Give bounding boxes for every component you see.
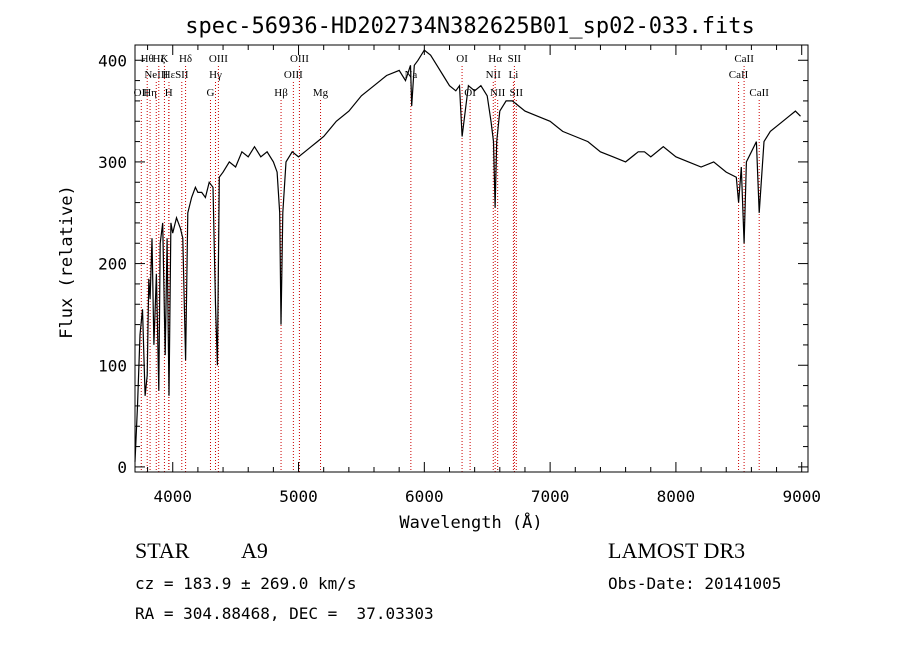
spectral-line-markers: OIIHθHηNeIIIHζKHεHSIIHδGHγOIIIHβOIIIOIII…	[134, 53, 769, 472]
marker-label: Li	[508, 69, 518, 81]
y-axis-label: Flux (relative)	[57, 185, 77, 339]
marker-label: NII	[486, 69, 502, 81]
object-class: STAR	[135, 538, 190, 563]
y-tick-label: 100	[98, 356, 127, 375]
x-tick-label: 6000	[405, 487, 444, 506]
redshift-cz: cz = 183.9 ± 269.0 km/s	[135, 574, 357, 593]
spectrum-line	[134, 49, 801, 462]
marker-label: CaII	[729, 69, 749, 81]
y-tick-label: 400	[98, 51, 127, 70]
marker-label: K	[160, 53, 168, 65]
marker-label: SII	[175, 69, 189, 81]
x-tick-label: 9000	[782, 487, 821, 506]
marker-label: OIII	[290, 53, 309, 65]
plot-frame	[134, 44, 809, 473]
marker-label: CaII	[749, 87, 769, 99]
marker-label: OIII	[284, 69, 303, 81]
x-tick-label: 7000	[531, 487, 570, 506]
marker-label: H	[165, 87, 173, 99]
marker-label: OI	[464, 87, 476, 99]
coordinates: RA = 304.88468, DEC = 37.03303	[135, 604, 434, 623]
marker-label: NII	[490, 87, 506, 99]
marker-label: Hβ	[274, 87, 288, 99]
marker-label: G	[207, 87, 215, 99]
marker-label: Hδ	[179, 53, 192, 65]
marker-label: SII	[510, 87, 524, 99]
marker-label: Hθ	[141, 53, 154, 65]
chart-title: spec-56936-HD202734N382625B01_sp02-033.f…	[185, 14, 755, 39]
marker-label: Mg	[313, 87, 329, 99]
x-axis-label: Wavelength (Å)	[399, 511, 542, 533]
x-tick-label: 8000	[657, 487, 696, 506]
marker-label: SII	[508, 53, 522, 65]
y-tick-label: 200	[98, 255, 127, 274]
survey-label: LAMOST DR3	[608, 538, 746, 563]
marker-label: Hγ	[209, 69, 222, 81]
observation-date: Obs-Date: 20141005	[608, 574, 782, 593]
marker-label: Hε	[163, 69, 176, 81]
marker-label: Hζ	[153, 53, 166, 65]
y-axis: 0 100 200 300 400	[98, 51, 808, 477]
y-tick-label: 0	[117, 458, 127, 477]
marker-label: Hα	[488, 53, 502, 65]
marker-label: NeIII	[144, 69, 168, 81]
marker-label: OI	[456, 53, 468, 65]
object-subclass: A9	[241, 538, 268, 563]
marker-label: OIII	[209, 53, 228, 65]
marker-label: Hη	[143, 87, 157, 99]
x-tick-label: 5000	[279, 487, 318, 506]
marker-label: OII	[134, 87, 150, 99]
marker-label: CaII	[734, 53, 754, 65]
x-tick-label: 4000	[153, 487, 192, 506]
y-tick-label: 300	[98, 153, 127, 172]
x-axis: 4000 5000 6000 7000 8000 9000	[147, 45, 821, 506]
